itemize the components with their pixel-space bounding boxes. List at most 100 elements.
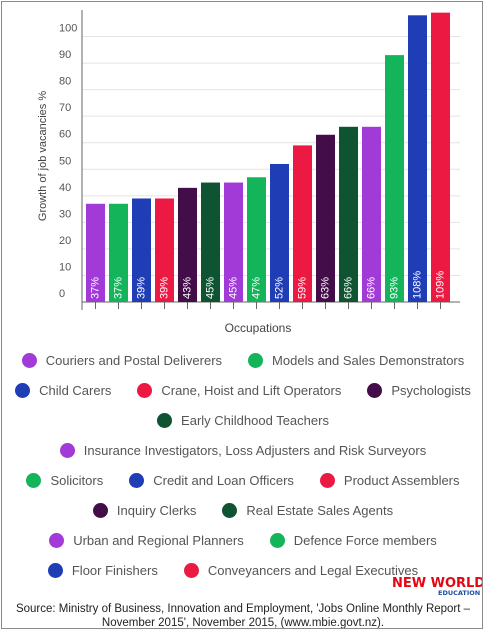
legend-label: Couriers and Postal Deliverers xyxy=(45,352,223,368)
bar-chart: 0 10 20 30 40 50 60 70 80 90 100 Growth of job vaca… xyxy=(2,2,482,342)
legend-swatch xyxy=(15,382,31,398)
bar xyxy=(431,12,450,303)
bar xyxy=(247,177,266,302)
legend-label: Crane, Hoist and Lift Operators xyxy=(161,382,342,398)
legend-swatch xyxy=(222,502,238,518)
y-tick-label: 30 xyxy=(59,208,71,220)
bar xyxy=(316,134,335,302)
y-tick-label: 80 xyxy=(59,76,71,88)
bar xyxy=(224,182,243,302)
data-label: 39% xyxy=(158,277,170,299)
legend-label: Urban and Regional Planners xyxy=(73,532,244,548)
legend-swatch xyxy=(183,562,199,578)
y-tick-label: 50 xyxy=(59,155,71,167)
logo-text-line1: NEW WORLD xyxy=(392,576,482,591)
y-tick-label: 20 xyxy=(59,235,71,247)
y-tick-label: 100 xyxy=(59,23,77,35)
legend-row: Insurance Investigators, Loss Adjusters … xyxy=(2,441,482,459)
legend-row: Early Childhood Teachers xyxy=(2,411,482,429)
legend-item: Early Childhood Teachers xyxy=(157,412,329,428)
legend-item: Crane, Hoist and Lift Operators xyxy=(137,382,342,398)
legend-label: Psychologists xyxy=(391,382,471,398)
data-label: 45% xyxy=(227,277,239,299)
legend-swatch xyxy=(26,472,42,488)
legend-item: Inquiry Clerks xyxy=(92,502,197,518)
legend-swatch xyxy=(129,472,145,488)
data-label: 37% xyxy=(112,277,124,299)
bar xyxy=(270,163,289,302)
legend-item: Floor Finishers xyxy=(47,562,158,578)
new-world-education-logo: NEW WORLD EDUCATION xyxy=(392,576,482,597)
legend-label: Floor Finishers xyxy=(71,562,158,578)
legend-row: Couriers and Postal Deliverers Models and… xyxy=(2,351,482,369)
legend-label: Models and Sales Demonstrators xyxy=(272,352,465,368)
legend-row: Urban and Regional Planners Defence Force… xyxy=(2,531,482,549)
y-tick-label: 70 xyxy=(59,102,71,114)
bar xyxy=(86,203,105,302)
legend-row: Solicitors Credit and Loan Officers Produc… xyxy=(2,471,482,489)
data-label: 66% xyxy=(365,277,377,299)
legend-item: Solicitors xyxy=(26,472,104,488)
legend-swatch xyxy=(157,412,173,428)
y-tick-label: 60 xyxy=(59,129,71,141)
legend-label: Real Estate Sales Agents xyxy=(246,502,394,518)
bar xyxy=(293,145,312,302)
legend-item: Urban and Regional Planners xyxy=(49,532,244,548)
legend-label: Credit and Loan Officers xyxy=(153,472,294,488)
data-label: 45% xyxy=(204,277,216,299)
data-label: 93% xyxy=(388,277,400,299)
legend-row: Child Carers Crane, Hoist and Lift Operat… xyxy=(2,381,482,399)
legend-item: Models and Sales Demonstrators xyxy=(248,352,465,368)
data-label: 52% xyxy=(273,277,285,299)
legend-item: Credit and Loan Officers xyxy=(129,472,294,488)
legend-row: Inquiry Clerks Real Estate Sales Agents xyxy=(2,501,482,519)
data-label: 66% xyxy=(342,277,354,299)
bar xyxy=(385,55,404,302)
data-label: 108% xyxy=(411,271,423,299)
data-label: 63% xyxy=(319,277,331,299)
y-tick-label: 0 xyxy=(59,288,65,300)
legend-item: Insurance Investigators, Loss Adjusters … xyxy=(59,442,427,458)
data-label: 37% xyxy=(89,277,101,299)
legend-item: Product Assemblers xyxy=(319,472,460,488)
chart-svg: 0 10 20 30 40 50 60 70 80 90 100 Growth of job vaca… xyxy=(37,10,460,335)
legend-swatch xyxy=(47,562,63,578)
bar xyxy=(132,198,151,302)
legend-label: Conveyancers and Legal Executives xyxy=(207,562,419,578)
legend-item: Conveyancers and Legal Executives xyxy=(183,562,419,578)
legend-label: Solicitors xyxy=(50,472,104,488)
legend-label: Product Assemblers xyxy=(343,472,460,488)
legend-swatch xyxy=(269,532,285,548)
legend-item: Couriers and Postal Deliverers xyxy=(21,352,223,368)
y-tick-label: 40 xyxy=(59,182,71,194)
legend-swatch xyxy=(137,382,153,398)
y-tick-label: 10 xyxy=(59,261,71,273)
legend-swatch xyxy=(49,532,65,548)
legend-swatch xyxy=(21,352,37,368)
data-label: 43% xyxy=(181,277,193,299)
legend-swatch xyxy=(367,382,383,398)
bar xyxy=(155,198,174,302)
data-label: 47% xyxy=(250,277,262,299)
legend-label: Insurance Investigators, Loss Adjusters … xyxy=(83,442,427,458)
source-citation: Source: Ministry of Business, Innovation… xyxy=(15,603,471,629)
legend-swatch xyxy=(319,472,335,488)
legend-swatch xyxy=(59,442,75,458)
legend-label: Inquiry Clerks xyxy=(116,502,197,518)
data-label: 59% xyxy=(296,277,308,299)
legend-item: Real Estate Sales Agents xyxy=(222,502,394,518)
bar xyxy=(339,126,358,302)
data-label: 39% xyxy=(135,277,147,299)
legend-swatch xyxy=(92,502,108,518)
legend-item: Defence Force members xyxy=(269,532,437,548)
data-label: 109% xyxy=(434,271,446,299)
bar xyxy=(178,187,197,302)
bar xyxy=(109,203,128,302)
legend-item: Child Carers xyxy=(15,382,111,398)
logo-text-line2: EDUCATION xyxy=(438,589,480,597)
legend-swatch xyxy=(248,352,264,368)
bar xyxy=(408,15,427,303)
y-axis-title: Growth of job vacancies % xyxy=(37,91,49,221)
bar xyxy=(362,126,381,302)
